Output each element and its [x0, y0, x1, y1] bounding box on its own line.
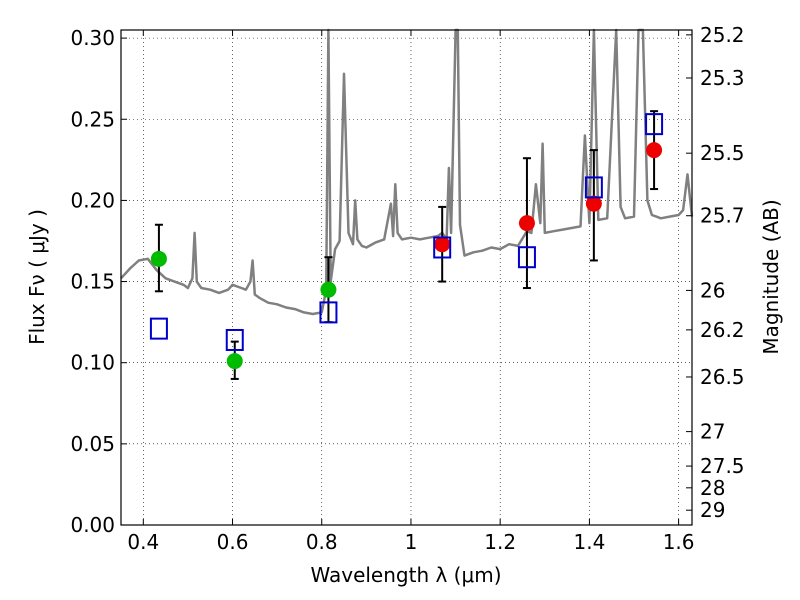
red-data-point [518, 215, 535, 232]
magnitude-tick-label: 25.2 [700, 23, 745, 47]
y-tick-label: 0.30 [70, 26, 115, 50]
magnitude-axis-title: Magnitude (AB) [759, 199, 783, 354]
green-data-point [320, 281, 337, 298]
model-spectrum-layer [120, 28, 694, 316]
model-photometry-square [319, 301, 338, 324]
y-tick-label: 0.10 [70, 351, 115, 375]
magnitude-tick-label: 25.3 [700, 66, 745, 90]
magnitude-tick-label: 26.2 [700, 318, 745, 342]
y-axis-title: Flux Fν ( μJy ) [25, 209, 49, 345]
model-photometry-square [584, 176, 603, 199]
red-data-point [585, 195, 602, 212]
x-tick-label: 1 [405, 530, 418, 554]
y-axis-ticks: 0.00 0.05 0.10 0.15 0.20 0.25 0.30 [70, 26, 127, 537]
y-tick-label: 0.15 [70, 270, 115, 294]
marker-layer [149, 113, 664, 370]
magnitude-tick-label: 28 [700, 476, 725, 500]
x-tick-label: 0.8 [306, 530, 338, 554]
magnitude-tick-label: 29 [700, 498, 725, 522]
plot-background [121, 30, 692, 525]
grid-lines [121, 30, 692, 526]
x-tick-label: 1.2 [484, 530, 516, 554]
x-tick-label: 0.6 [217, 530, 249, 554]
red-data-point [646, 142, 663, 159]
magnitude-tick-label: 27 [700, 420, 725, 444]
model-photometry-square [225, 328, 244, 351]
y-tick-label: 0.00 [70, 513, 115, 537]
red-data-point [434, 236, 451, 253]
x-axis-title: Wavelength λ (μm) [310, 563, 501, 587]
magnitude-tick-label: 25.5 [700, 141, 745, 165]
green-data-point [150, 250, 167, 267]
model-photometry-square [517, 246, 536, 269]
x-tick-label: 1.4 [573, 530, 605, 554]
magnitude-tick-label: 27.5 [700, 454, 745, 478]
y-tick-label: 0.25 [70, 107, 115, 131]
x-tick-label: 1.6 [663, 530, 695, 554]
model-spectrum-line [120, 28, 694, 316]
x-tick-label: 0.4 [127, 530, 159, 554]
model-photometry-square [645, 113, 664, 136]
plot-frame [120, 29, 693, 526]
magnitude-tick-label: 26.5 [700, 365, 745, 389]
x-axis-ticks: 0.4 0.6 0.8 1 1.2 1.4 1.6 [127, 30, 695, 554]
y-tick-label: 0.20 [70, 188, 115, 212]
model-photometry-square [149, 317, 168, 340]
model-photometry-square [433, 236, 452, 259]
y-tick-label: 0.05 [70, 432, 115, 456]
green-data-point [226, 353, 243, 370]
magnitude-tick-label: 25.7 [700, 204, 745, 228]
magnitude-tick-label: 26 [700, 278, 725, 302]
